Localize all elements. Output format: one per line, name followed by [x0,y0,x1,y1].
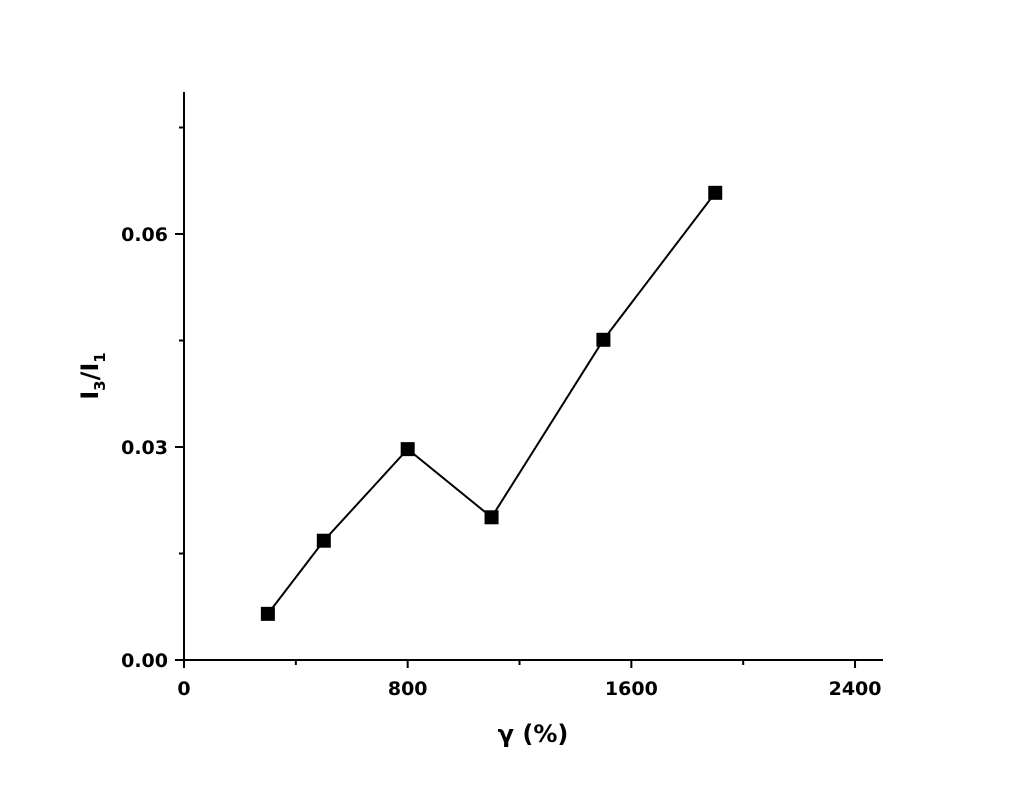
x-tick-label: 0 [177,678,190,700]
y-ticks: 0.00 0.03 0.06 [121,126,184,672]
y-axis-title-main: I [76,391,104,400]
x-tick-label: 800 [388,678,428,700]
x-axis-title: γ (%) [498,720,569,748]
x-ticks: 0 800 1600 2400 [177,660,881,700]
y-axis-title-slash: /I [76,363,104,381]
y-tick-label: 0.00 [121,650,168,672]
y-axis-title-sub2: 1 [91,352,109,362]
data-point [260,606,275,621]
plot-area [260,185,723,621]
data-point [316,533,331,548]
y-tick-label: 0.03 [121,437,168,459]
axes [183,92,883,661]
y-axis-title-sub1: 3 [91,380,109,390]
x-tick-label: 1600 [605,678,658,700]
x-tick-label: 2400 [829,678,882,700]
data-point [596,332,611,347]
y-axis-title: I3/I1 [76,352,109,400]
data-point [484,510,499,525]
y-tick-label: 0.06 [121,224,168,246]
series-line [267,192,717,615]
data-point [708,185,723,200]
data-point [400,442,415,457]
